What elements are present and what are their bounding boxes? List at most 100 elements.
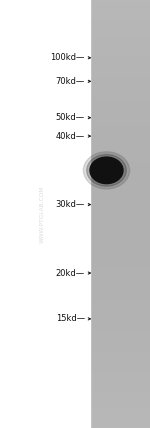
Bar bbox=[90, 93, 150, 94]
Bar bbox=[90, 238, 150, 240]
Bar bbox=[90, 198, 150, 200]
Bar bbox=[90, 298, 150, 300]
Bar bbox=[90, 98, 150, 100]
Bar bbox=[90, 73, 150, 74]
Bar bbox=[90, 267, 150, 268]
Bar bbox=[90, 13, 150, 14]
Bar bbox=[90, 202, 150, 204]
Bar bbox=[90, 42, 150, 43]
Bar bbox=[90, 237, 150, 238]
Bar bbox=[90, 100, 150, 101]
Bar bbox=[90, 185, 150, 187]
Bar bbox=[90, 3, 150, 4]
Bar bbox=[90, 67, 150, 68]
Bar bbox=[90, 427, 150, 428]
Bar bbox=[90, 303, 150, 304]
Ellipse shape bbox=[87, 155, 126, 186]
Bar bbox=[90, 0, 150, 1]
Bar bbox=[90, 235, 150, 237]
Bar bbox=[90, 7, 150, 9]
Bar bbox=[90, 193, 150, 194]
Bar bbox=[90, 43, 150, 44]
Bar bbox=[90, 388, 150, 389]
Bar bbox=[90, 17, 150, 18]
Bar bbox=[90, 416, 150, 418]
Bar bbox=[90, 314, 150, 315]
Bar bbox=[90, 401, 150, 402]
Bar bbox=[90, 154, 150, 155]
Bar bbox=[90, 184, 150, 185]
Bar bbox=[90, 160, 150, 161]
Bar bbox=[90, 91, 150, 93]
Bar bbox=[90, 295, 150, 297]
Bar bbox=[90, 327, 150, 328]
Bar bbox=[90, 311, 150, 312]
Bar bbox=[90, 36, 150, 37]
Bar bbox=[90, 131, 150, 133]
Bar bbox=[90, 328, 150, 330]
Bar bbox=[90, 6, 150, 7]
Bar bbox=[90, 138, 150, 140]
Bar bbox=[0, 0, 90, 428]
Bar bbox=[90, 247, 150, 248]
Bar bbox=[90, 278, 150, 279]
Bar bbox=[90, 358, 150, 360]
Bar bbox=[90, 211, 150, 213]
Bar bbox=[90, 214, 150, 215]
Bar bbox=[90, 392, 150, 394]
Bar bbox=[90, 333, 150, 334]
Bar bbox=[90, 304, 150, 305]
Bar bbox=[90, 243, 150, 244]
Bar bbox=[90, 290, 150, 291]
Bar bbox=[90, 18, 150, 20]
Bar bbox=[90, 372, 150, 374]
Bar bbox=[90, 244, 150, 245]
Bar bbox=[90, 210, 150, 211]
Bar bbox=[90, 382, 150, 384]
Bar bbox=[90, 251, 150, 253]
Bar bbox=[90, 227, 150, 228]
Bar bbox=[90, 191, 150, 193]
Bar bbox=[90, 220, 150, 221]
Bar bbox=[90, 133, 150, 134]
Bar bbox=[90, 207, 150, 208]
Bar bbox=[90, 106, 150, 107]
Bar bbox=[90, 322, 150, 324]
Bar bbox=[90, 97, 150, 98]
Bar bbox=[90, 107, 150, 108]
Bar bbox=[90, 65, 150, 67]
Bar bbox=[90, 89, 150, 90]
Bar bbox=[90, 57, 150, 59]
Bar bbox=[90, 213, 150, 214]
Bar bbox=[90, 157, 150, 158]
Bar bbox=[90, 234, 150, 235]
Bar bbox=[90, 408, 150, 410]
Bar bbox=[90, 320, 150, 321]
Bar bbox=[90, 395, 150, 397]
Bar bbox=[90, 149, 150, 150]
Bar bbox=[90, 10, 150, 12]
Bar bbox=[90, 70, 150, 71]
Bar bbox=[90, 208, 150, 210]
Bar bbox=[90, 151, 150, 153]
Bar bbox=[90, 167, 150, 168]
Bar bbox=[90, 288, 150, 290]
Bar bbox=[90, 404, 150, 405]
Bar bbox=[90, 281, 150, 282]
Bar bbox=[90, 80, 150, 81]
Bar bbox=[90, 127, 150, 128]
Bar bbox=[90, 351, 150, 352]
Bar bbox=[90, 315, 150, 317]
Bar bbox=[90, 61, 150, 63]
Bar bbox=[90, 46, 150, 47]
Bar bbox=[90, 232, 150, 234]
Bar bbox=[90, 83, 150, 84]
Bar bbox=[90, 121, 150, 123]
Bar bbox=[90, 218, 150, 220]
Bar bbox=[90, 398, 150, 399]
Bar bbox=[90, 44, 150, 46]
Bar bbox=[90, 27, 150, 29]
Bar bbox=[90, 76, 150, 77]
Bar bbox=[90, 300, 150, 301]
Bar bbox=[90, 374, 150, 375]
